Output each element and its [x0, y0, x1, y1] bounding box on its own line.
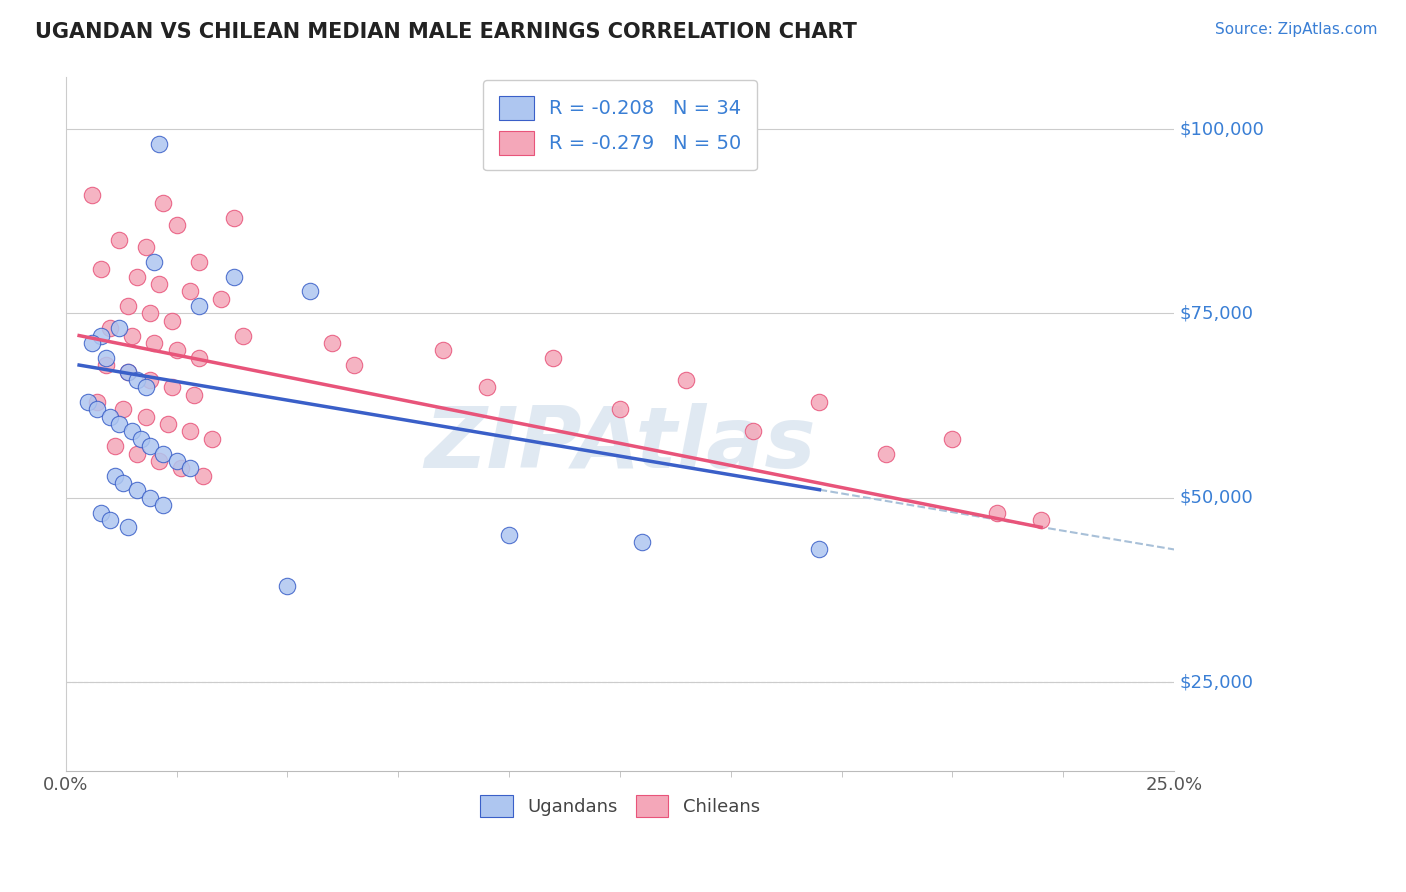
Point — [808, 542, 831, 557]
Point — [986, 506, 1008, 520]
Point — [103, 468, 125, 483]
Text: Source: ZipAtlas.com: Source: ZipAtlas.com — [1215, 22, 1378, 37]
Point — [82, 335, 104, 350]
Point — [941, 432, 963, 446]
Point — [201, 432, 224, 446]
Point — [129, 432, 152, 446]
Point — [179, 285, 201, 299]
Point — [125, 373, 148, 387]
Text: ZIPAtlas: ZIPAtlas — [425, 403, 815, 486]
Point — [125, 446, 148, 460]
Point — [77, 395, 100, 409]
Point — [498, 527, 520, 541]
Point — [166, 454, 188, 468]
Point — [475, 380, 498, 394]
Point — [1029, 513, 1052, 527]
Point — [143, 335, 166, 350]
Point — [135, 380, 157, 394]
Point — [543, 351, 565, 365]
Point — [170, 461, 193, 475]
Point — [183, 387, 205, 401]
Point — [187, 299, 209, 313]
Point — [143, 255, 166, 269]
Point — [343, 358, 366, 372]
Point — [117, 366, 139, 380]
Point — [90, 506, 112, 520]
Point — [98, 321, 121, 335]
Point — [86, 402, 108, 417]
Point — [117, 299, 139, 313]
Point — [148, 277, 170, 291]
Point — [135, 240, 157, 254]
Point — [187, 351, 209, 365]
Point — [98, 513, 121, 527]
Point — [82, 188, 104, 202]
Point — [152, 195, 174, 210]
Point — [148, 454, 170, 468]
Point — [321, 335, 343, 350]
Point — [187, 255, 209, 269]
Point — [108, 417, 131, 431]
Point — [875, 446, 897, 460]
Point — [139, 491, 162, 505]
Point — [432, 343, 454, 358]
Point — [98, 409, 121, 424]
Point — [125, 483, 148, 498]
Point — [152, 446, 174, 460]
Point — [232, 328, 254, 343]
Point — [675, 373, 697, 387]
Point — [139, 373, 162, 387]
Point — [631, 535, 654, 549]
Point — [160, 380, 183, 394]
Text: $100,000: $100,000 — [1180, 120, 1264, 138]
Point — [193, 468, 215, 483]
Point — [103, 439, 125, 453]
Point — [125, 269, 148, 284]
Point — [112, 402, 135, 417]
Point — [94, 351, 117, 365]
Point — [121, 425, 143, 439]
Point — [112, 476, 135, 491]
Point — [94, 358, 117, 372]
Point — [108, 321, 131, 335]
Point — [108, 233, 131, 247]
Point — [90, 328, 112, 343]
Text: $50,000: $50,000 — [1180, 489, 1253, 507]
Point — [117, 520, 139, 534]
Point — [298, 285, 321, 299]
Point — [90, 262, 112, 277]
Point — [139, 306, 162, 320]
Point — [179, 461, 201, 475]
Point — [86, 395, 108, 409]
Text: $75,000: $75,000 — [1180, 304, 1254, 322]
Point — [224, 211, 246, 225]
Legend: Ugandans, Chileans: Ugandans, Chileans — [472, 788, 766, 824]
Point — [209, 292, 232, 306]
Point — [117, 366, 139, 380]
Point — [179, 425, 201, 439]
Point — [160, 314, 183, 328]
Point — [135, 409, 157, 424]
Point — [148, 136, 170, 151]
Point — [166, 218, 188, 232]
Text: $25,000: $25,000 — [1180, 673, 1254, 691]
Point — [609, 402, 631, 417]
Point — [808, 395, 831, 409]
Point — [139, 439, 162, 453]
Point — [156, 417, 179, 431]
Point — [742, 425, 765, 439]
Point — [121, 328, 143, 343]
Point — [166, 343, 188, 358]
Text: UGANDAN VS CHILEAN MEDIAN MALE EARNINGS CORRELATION CHART: UGANDAN VS CHILEAN MEDIAN MALE EARNINGS … — [35, 22, 858, 42]
Point — [276, 579, 298, 593]
Point — [224, 269, 246, 284]
Point — [152, 498, 174, 512]
